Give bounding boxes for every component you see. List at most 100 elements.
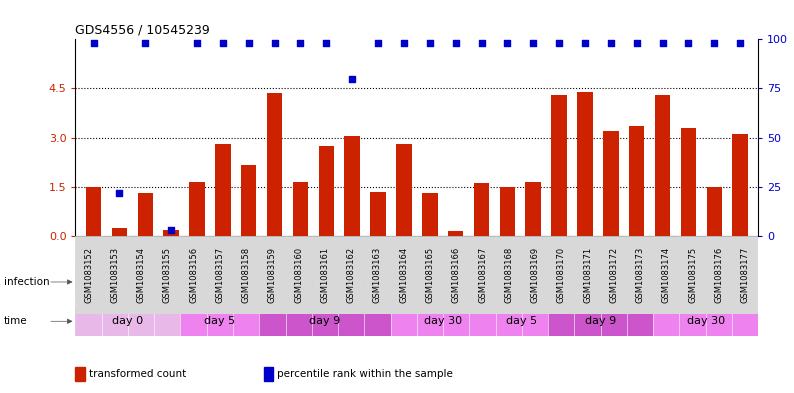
Bar (732, 134, 748, 236)
Point (242, 40, 255, 46)
Text: GSM1083164: GSM1083164 (399, 247, 408, 303)
Bar (422, 193, 437, 236)
Text: GSM1083176: GSM1083176 (715, 247, 723, 303)
Bar (241, 165, 256, 236)
Point (423, 40, 436, 46)
Point (87, 40, 100, 46)
Bar (522, 236, 548, 314)
Point (191, 40, 203, 46)
Point (113, 189, 125, 196)
Bar (112, 228, 127, 236)
Bar (180, 267, 495, 297)
Point (139, 40, 152, 46)
Point (708, 40, 721, 46)
Bar (312, 236, 338, 314)
Bar (260, 236, 286, 314)
Bar (448, 231, 464, 236)
Text: GSM1083167: GSM1083167 (478, 247, 487, 303)
Bar (653, 236, 680, 314)
Bar (443, 236, 469, 314)
Point (165, 227, 178, 233)
Point (372, 40, 384, 46)
Text: GSM1083173: GSM1083173 (635, 247, 645, 303)
Bar (206, 236, 233, 314)
Text: time: time (4, 316, 28, 326)
Bar (267, 94, 283, 236)
Bar (551, 95, 567, 236)
Bar (629, 126, 645, 236)
Point (501, 40, 514, 46)
Text: day 0: day 0 (113, 316, 144, 326)
Point (553, 40, 565, 46)
Bar (233, 236, 260, 314)
Bar (627, 236, 653, 314)
Bar (102, 236, 128, 314)
Bar (495, 267, 758, 297)
Text: GSM1083162: GSM1083162 (347, 247, 356, 303)
Bar (86, 187, 102, 236)
Bar (499, 187, 515, 236)
Bar (75, 236, 102, 314)
Bar (495, 307, 548, 336)
Bar (707, 187, 722, 236)
Text: GSM1083156: GSM1083156 (189, 247, 198, 303)
Text: GSM1083168: GSM1083168 (504, 247, 513, 303)
Point (320, 40, 333, 46)
Bar (680, 128, 696, 236)
Text: GSM1083169: GSM1083169 (530, 247, 540, 303)
Bar (75, 307, 180, 336)
Bar (680, 236, 706, 314)
Text: GSM1083152: GSM1083152 (84, 247, 93, 303)
Bar (577, 92, 593, 236)
Point (630, 40, 643, 46)
Bar (260, 307, 391, 336)
Point (449, 40, 462, 46)
Point (398, 40, 410, 46)
Text: day 30: day 30 (424, 316, 462, 326)
Bar (370, 191, 386, 236)
Text: day 30: day 30 (687, 316, 725, 326)
Point (527, 40, 540, 46)
Point (734, 40, 746, 46)
Text: GSM1083161: GSM1083161 (321, 247, 330, 303)
Bar (164, 230, 179, 236)
Point (475, 40, 488, 46)
Text: GSM1083171: GSM1083171 (583, 247, 592, 303)
Point (294, 40, 306, 46)
Text: GSM1083163: GSM1083163 (373, 247, 382, 303)
Bar (495, 236, 522, 314)
Text: GSM1083158: GSM1083158 (241, 247, 251, 303)
Bar (128, 236, 154, 314)
Text: LCMV-Armstrong: LCMV-Armstrong (291, 277, 384, 287)
Text: transformed count: transformed count (89, 369, 186, 379)
Bar (318, 146, 334, 236)
Text: day 5: day 5 (507, 316, 538, 326)
Text: GSM1083153: GSM1083153 (110, 247, 119, 303)
Text: day 5: day 5 (204, 316, 236, 326)
Text: GSM1083170: GSM1083170 (557, 247, 566, 303)
Bar (601, 236, 627, 314)
Bar (603, 131, 619, 236)
Bar (391, 236, 417, 314)
Text: GSM1083160: GSM1083160 (294, 247, 303, 303)
Point (346, 75, 359, 82)
Text: GSM1083172: GSM1083172 (609, 247, 619, 303)
Bar (137, 193, 153, 236)
Bar (180, 236, 206, 314)
Bar (548, 307, 653, 336)
Bar (215, 144, 230, 236)
Bar (154, 236, 180, 314)
Point (268, 40, 281, 46)
Point (656, 40, 669, 46)
Bar (732, 236, 758, 314)
Point (579, 40, 592, 46)
Bar (293, 182, 308, 236)
Bar (655, 95, 670, 236)
Bar (338, 236, 364, 314)
Bar (574, 236, 601, 314)
Bar (706, 236, 732, 314)
Text: day 9: day 9 (585, 316, 616, 326)
Bar (469, 236, 495, 314)
Point (682, 40, 695, 46)
Text: LCMV-Clone 13: LCMV-Clone 13 (585, 277, 669, 287)
